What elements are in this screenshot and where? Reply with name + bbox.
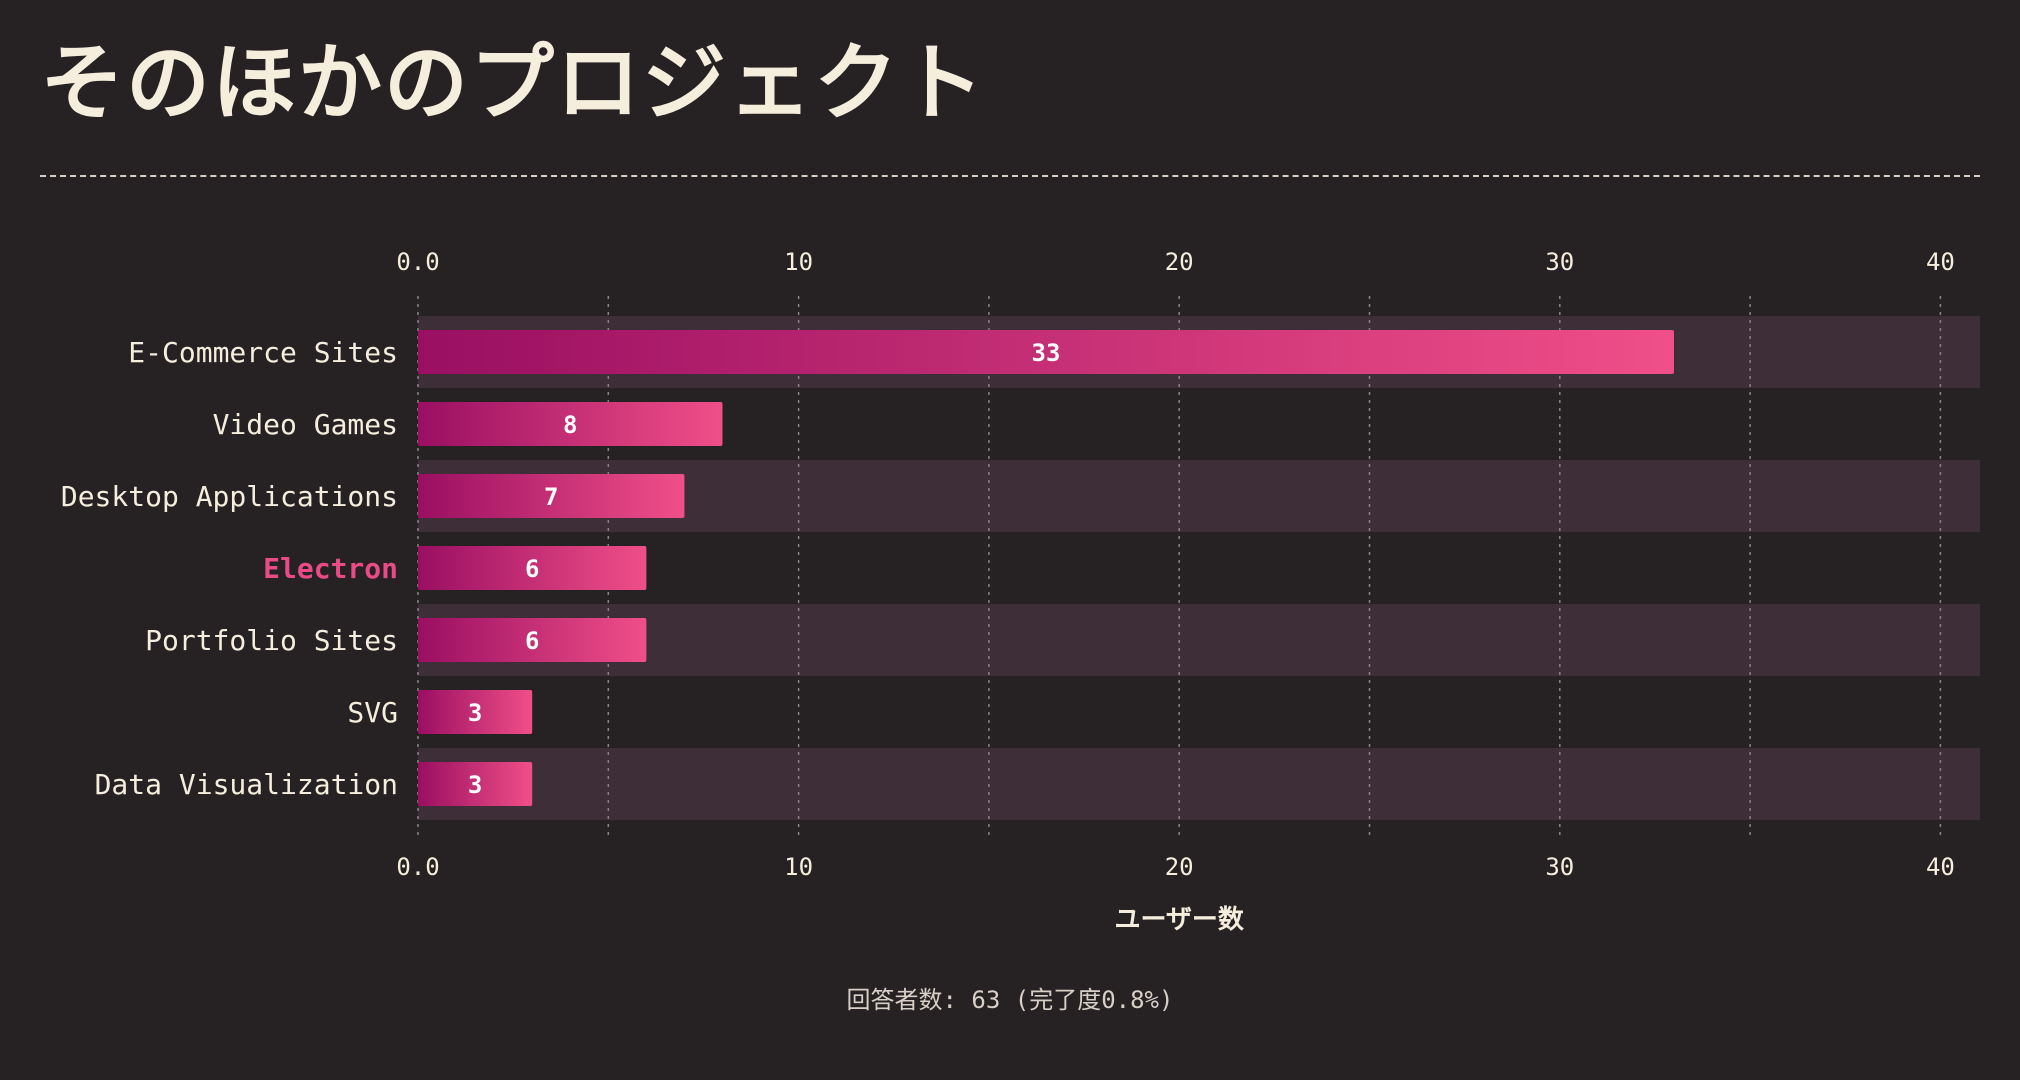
x-tick-label-bottom: 40	[1926, 853, 1955, 881]
category-label: Video Games	[213, 408, 398, 441]
respondents-note: 回答者数: 63 (完了度0.8%)	[846, 986, 1174, 1014]
bar	[418, 474, 685, 518]
category-label: Desktop Applications	[61, 480, 398, 513]
x-tick-label-top: 40	[1926, 248, 1955, 276]
category-label: SVG	[347, 696, 398, 729]
bar-value-label: 6	[525, 627, 539, 655]
bar	[418, 762, 533, 806]
x-tick-label-bottom: 10	[784, 853, 813, 881]
x-axis-top: 0.0 10 20 30 40	[396, 248, 1955, 276]
bar	[418, 402, 723, 446]
category-label: Portfolio Sites	[145, 624, 398, 657]
bar-value-label: 3	[468, 771, 482, 799]
x-tick-label-bottom: 0.0	[396, 853, 439, 881]
grid-lines	[417, 296, 1942, 836]
bar-value-label: 7	[544, 483, 558, 511]
row-band	[418, 604, 1980, 676]
title-divider	[40, 175, 1980, 177]
x-axis-title: ユーザー数	[1114, 905, 1244, 935]
category-label: Data Visualization	[95, 768, 398, 801]
bar-value-label: 3	[468, 699, 482, 727]
bar-value-label: 33	[1032, 339, 1061, 367]
category-label: E-Commerce Sites	[128, 336, 398, 369]
x-tick-label-top: 30	[1545, 248, 1574, 276]
bar	[418, 330, 1674, 374]
x-tick-label-bottom: 30	[1545, 853, 1574, 881]
bar	[418, 546, 647, 590]
page-title: そのほかのプロジェクト	[40, 34, 987, 132]
bar	[418, 618, 647, 662]
category-labels: E-Commerce Sites Video Games Desktop Appli…	[61, 336, 398, 801]
x-axis-bottom: 0.0 10 20 30 40	[396, 853, 1955, 881]
x-tick-label-top: 20	[1165, 248, 1194, 276]
x-tick-label-top: 10	[784, 248, 813, 276]
bar-value-label: 8	[563, 411, 577, 439]
bar	[418, 690, 533, 734]
x-tick-label-top: 0.0	[396, 248, 439, 276]
row-bands	[418, 316, 1980, 820]
bar-value-label: 6	[525, 555, 539, 583]
category-label: Electron	[263, 552, 398, 585]
row-band	[418, 748, 1980, 820]
x-tick-label-bottom: 20	[1165, 853, 1194, 881]
